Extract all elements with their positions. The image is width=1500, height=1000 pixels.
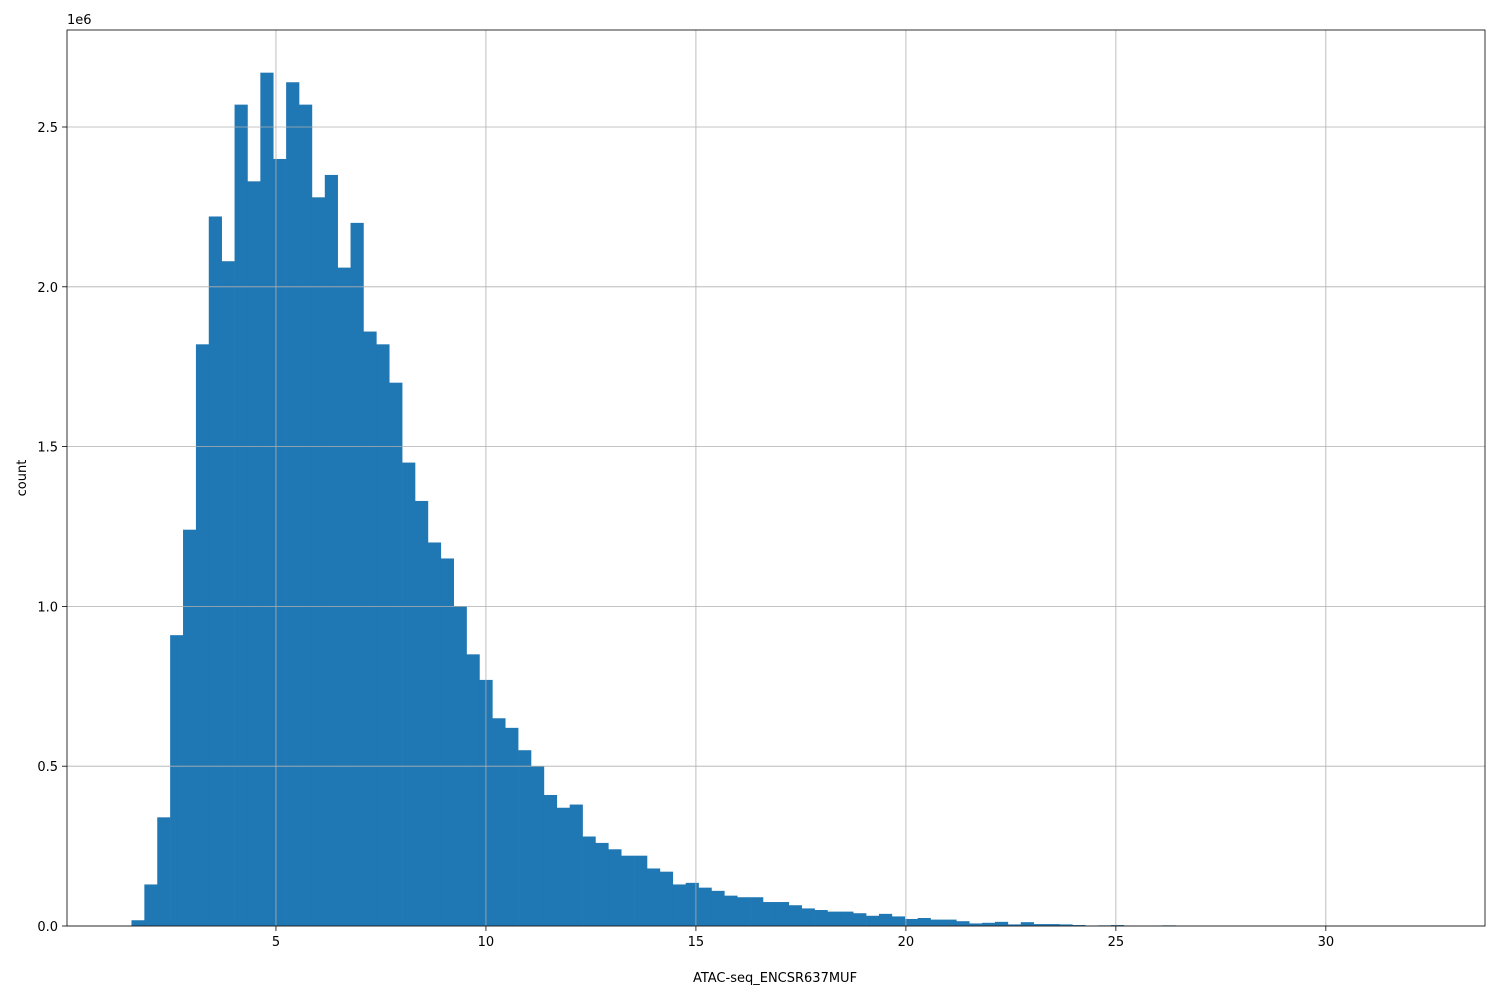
histogram-bar: [505, 727, 519, 926]
histogram-bar: [402, 462, 416, 926]
histogram-bar: [827, 911, 841, 926]
histogram-bar: [556, 807, 570, 926]
histogram-bar: [608, 849, 622, 926]
histogram-bar: [775, 902, 790, 926]
histogram-bar: [1007, 924, 1022, 926]
histogram-bar: [685, 882, 699, 926]
histogram-bar: [350, 222, 364, 926]
histogram-bar: [286, 82, 300, 926]
histogram-bar: [131, 920, 145, 926]
histogram-bar: [982, 922, 996, 926]
x-tick-label: 10: [478, 935, 495, 950]
histogram-bar: [969, 923, 983, 926]
histogram-bar: [415, 500, 429, 926]
y-axis-label: count: [15, 460, 30, 497]
histogram-bar: [183, 529, 197, 926]
histogram-bar: [582, 836, 596, 926]
histogram-bar: [144, 884, 158, 926]
histogram-bar: [659, 871, 674, 926]
histogram-bar: [672, 884, 686, 926]
y-tick-label: 0.0: [37, 920, 58, 935]
x-tick-label: 25: [1108, 935, 1125, 950]
histogram-bar: [904, 918, 918, 926]
histogram-bar: [157, 817, 171, 926]
histogram-bar: [543, 794, 558, 926]
histogram-bar: [891, 916, 906, 926]
histogram-bar: [247, 181, 261, 927]
histogram-bar: [943, 919, 957, 926]
histogram-bar: [195, 344, 210, 926]
histogram-bar: [866, 915, 880, 926]
histogram-bar: [1033, 924, 1047, 926]
histogram-bar: [531, 766, 545, 926]
histogram-bar: [492, 718, 506, 926]
histogram-bar: [1046, 924, 1060, 926]
histogram-bar: [737, 897, 751, 926]
x-tick-label: 15: [688, 935, 705, 950]
x-axis-label: ATAC-seq_ENCSR637MUF: [693, 971, 857, 986]
y-tick-label: 1.5: [37, 441, 58, 456]
y-offset-label: 1e6: [67, 13, 92, 28]
histogram-bar: [440, 558, 454, 926]
histogram-bar: [762, 902, 777, 926]
histogram-bar: [466, 654, 480, 926]
histogram-bar: [221, 261, 235, 926]
histogram-bar: [788, 905, 802, 926]
histogram-bar: [634, 855, 648, 926]
histogram-bar: [750, 897, 764, 926]
histogram-bar: [930, 919, 944, 926]
histogram-bar: [621, 855, 635, 926]
histogram-bar: [569, 804, 583, 926]
histogram-bar: [170, 635, 184, 926]
histogram-bar: [363, 331, 377, 926]
x-tick-label: 20: [898, 935, 915, 950]
histogram-bar: [234, 104, 248, 927]
histogram-bar: [260, 72, 274, 926]
histogram-bar: [711, 890, 725, 926]
histogram-bar: [814, 910, 828, 926]
histogram-bar: [724, 895, 738, 926]
histogram-bar: [917, 918, 931, 926]
histogram-bar: [994, 921, 1009, 926]
x-tick-label: 30: [1318, 935, 1335, 950]
histogram-bar: [1110, 925, 1125, 926]
histogram-bar: [299, 104, 313, 927]
histogram-bar: [1020, 922, 1034, 926]
histogram-bar: [646, 868, 661, 926]
histogram-bar: [878, 913, 893, 926]
histogram-bar: [376, 344, 390, 926]
histogram-bar: [324, 174, 338, 926]
histogram-bar: [389, 382, 403, 926]
histogram-bar: [1072, 925, 1086, 926]
histogram-bar: [518, 750, 532, 926]
histogram-bar: [956, 921, 970, 926]
plot-frame: [66, 29, 1486, 927]
y-tick-label: 2.5: [37, 121, 58, 136]
histogram-bar: [208, 216, 222, 927]
y-tick-label: 1.0: [37, 600, 58, 615]
y-tick-label: 0.5: [37, 760, 58, 775]
histogram-bar: [427, 542, 442, 926]
histogram-bar: [853, 913, 867, 926]
histogram-bar: [337, 267, 351, 926]
histogram-bar: [1059, 924, 1073, 926]
x-tick-label: 5: [272, 935, 280, 950]
histogram-bar: [273, 158, 287, 926]
y-tick-label: 2.0: [37, 281, 58, 296]
histogram-bar: [801, 908, 815, 926]
histogram-bar: [595, 842, 609, 926]
histogram-bar: [698, 887, 712, 926]
histogram-bar: [840, 911, 854, 926]
histogram-bar: [311, 197, 326, 927]
